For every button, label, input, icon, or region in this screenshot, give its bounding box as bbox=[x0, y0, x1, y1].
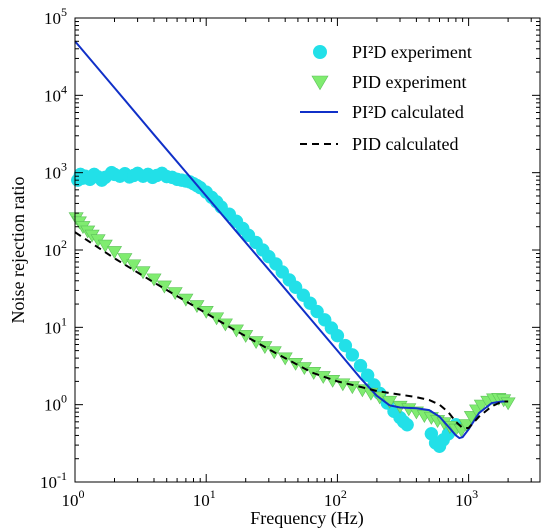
data-point bbox=[178, 293, 194, 307]
axis-ticks bbox=[74, 17, 540, 483]
y-tick-label: 103 bbox=[44, 160, 67, 183]
series-pid-calculated bbox=[74, 231, 509, 429]
x-tick-label: 100 bbox=[62, 487, 85, 510]
data-point bbox=[360, 368, 375, 383]
data-point bbox=[400, 417, 414, 432]
legend-pid-experiment: PID experiment bbox=[311, 72, 466, 92]
x-tick-label: 103 bbox=[455, 487, 478, 510]
plot-data-layer bbox=[68, 40, 516, 453]
legend: PI²D experiment PID experiment PI²D calcul… bbox=[300, 42, 472, 154]
y-tick-label: 100 bbox=[44, 392, 67, 415]
legend-pi2d-calculated: PI²D calculated bbox=[300, 102, 464, 122]
legend-pid-calculated: PID calculated bbox=[300, 134, 458, 154]
data-point bbox=[330, 328, 345, 343]
y-tick-label: 102 bbox=[44, 237, 67, 260]
series-pid-experiment bbox=[68, 212, 516, 438]
series-pi2d-experiment bbox=[71, 165, 463, 453]
series-pi2d-calculated bbox=[74, 40, 509, 440]
legend-label: PID experiment bbox=[352, 72, 466, 92]
x-axis-label: Frequency (Hz) bbox=[250, 508, 363, 529]
legend-pi2d-experiment: PI²D experiment bbox=[313, 42, 472, 62]
x-tick-label: 102 bbox=[324, 487, 347, 510]
data-point bbox=[345, 348, 360, 362]
y-tick-label: 105 bbox=[44, 5, 67, 28]
y-axis-label: Noise rejection ratio bbox=[8, 177, 28, 324]
data-point bbox=[97, 239, 113, 253]
legend-triangle-marker bbox=[311, 75, 329, 91]
data-point bbox=[106, 246, 123, 259]
y-tick-label: 104 bbox=[44, 82, 67, 105]
y-tick-label: 10-1 bbox=[40, 469, 67, 492]
legend-label: PI²D experiment bbox=[352, 42, 472, 62]
data-point bbox=[126, 259, 142, 273]
x-tick-label: 101 bbox=[193, 487, 216, 510]
data-point bbox=[353, 358, 368, 373]
data-point bbox=[338, 338, 353, 353]
legend-label: PID calculated bbox=[352, 134, 458, 154]
legend-label: PI²D calculated bbox=[352, 102, 464, 122]
legend-circle-marker bbox=[313, 45, 327, 59]
y-tick-label: 101 bbox=[44, 314, 67, 337]
